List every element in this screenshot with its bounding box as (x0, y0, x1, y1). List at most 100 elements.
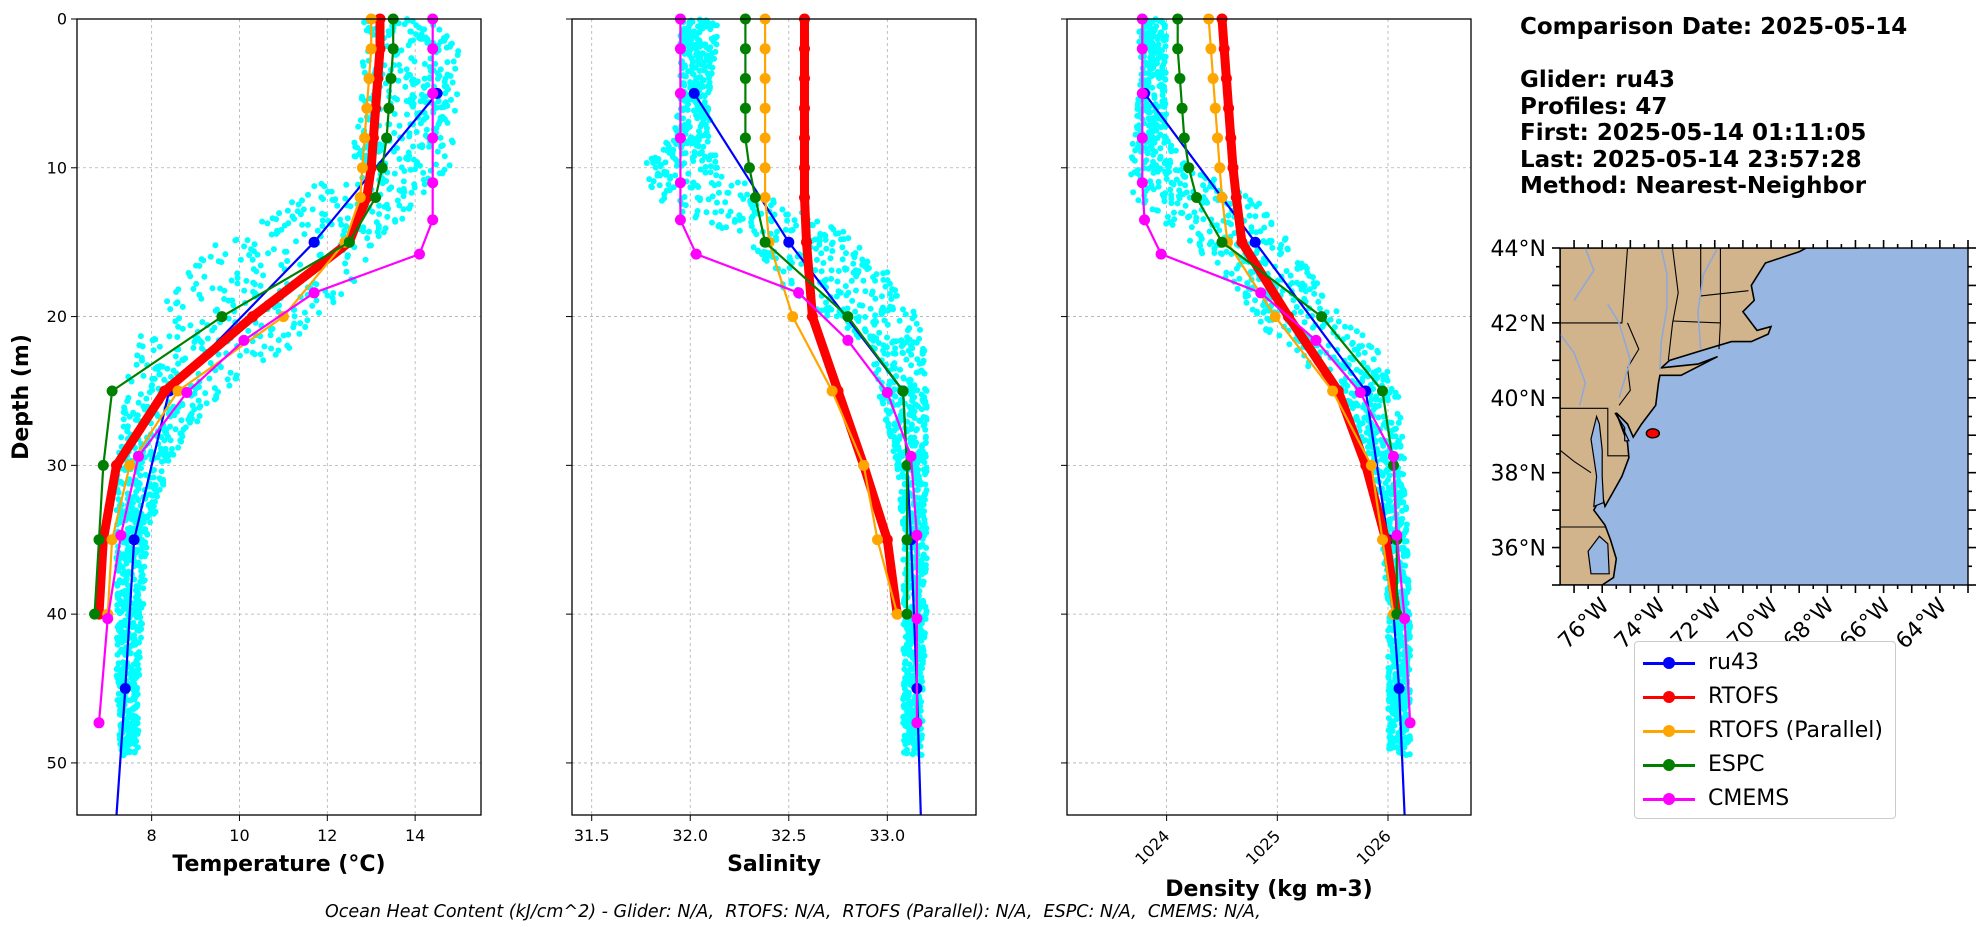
glider-point (694, 53, 701, 60)
glider-point (732, 216, 738, 223)
glider-point (369, 208, 376, 215)
series-marker-espc (743, 162, 755, 174)
glider-point (1368, 396, 1375, 403)
glider-point (870, 319, 877, 326)
glider-point (707, 169, 714, 176)
glider-point (1148, 39, 1155, 46)
glider-point (890, 448, 897, 455)
series-marker-rtofs (159, 385, 171, 397)
glider-point (818, 268, 825, 275)
glider-point (879, 293, 885, 300)
glider-point (1214, 259, 1221, 266)
glider-point (135, 399, 142, 406)
glider-point (904, 720, 911, 727)
glider-point (784, 211, 791, 218)
glider-point (114, 602, 121, 608)
glider-point (285, 331, 292, 338)
map-border (1560, 248, 1629, 324)
glider-point (289, 213, 296, 220)
map-border (1560, 407, 1629, 457)
glider-point (304, 221, 311, 228)
glider-point (646, 176, 653, 183)
glider-point (919, 555, 926, 562)
y-tick-label: 0 (57, 10, 67, 29)
glider-point (902, 311, 909, 318)
series-marker-ru43 (783, 236, 795, 248)
series-marker-espc (1174, 73, 1186, 84)
glider-point (144, 531, 151, 538)
glider-point (126, 514, 133, 521)
glider-point (405, 205, 412, 212)
glider-point (723, 224, 730, 231)
glider-point (233, 236, 240, 243)
glider-point (713, 172, 720, 179)
glider-point (398, 47, 405, 54)
glider-point (1234, 285, 1241, 292)
y-axis-label: Depth (m) (9, 334, 34, 460)
series-marker-rtofs-parallel (759, 162, 771, 174)
glider-point (251, 241, 258, 248)
glider-point (338, 221, 345, 228)
legend-label-rtofs: RTOFS (1708, 684, 1779, 709)
glider-point (1174, 200, 1181, 207)
glider-point (1374, 347, 1381, 354)
axes-frame (76, 18, 482, 816)
glider-point (876, 329, 883, 336)
glider-point (407, 166, 414, 173)
glider-point (1157, 155, 1163, 162)
glider-point (898, 337, 905, 344)
glider-point (880, 342, 887, 349)
glider-point (436, 72, 443, 79)
glider-point (875, 340, 882, 346)
series-marker-espc (387, 43, 399, 55)
glider-point (413, 79, 419, 86)
glider-point (1380, 375, 1387, 382)
glider-point (798, 261, 805, 267)
glider-point (1211, 250, 1218, 256)
glider-point (391, 148, 397, 155)
series-marker-ru43 (128, 534, 140, 546)
glider-point (833, 293, 840, 300)
glider-point (168, 373, 174, 380)
glider-point (900, 450, 907, 457)
glider-point (203, 400, 210, 407)
glider-point (900, 306, 906, 313)
glider-point (913, 320, 920, 327)
glider-point (713, 41, 720, 48)
glider-point (397, 67, 404, 74)
glider-point (887, 428, 894, 435)
glider-point (1310, 280, 1317, 286)
glider-point (818, 250, 825, 257)
glider-point (922, 386, 928, 392)
glider-point (364, 235, 371, 242)
glider-point (1391, 711, 1398, 718)
series-marker-rtofs (1230, 192, 1242, 203)
glider-point (905, 675, 912, 682)
glider-point (1335, 318, 1342, 325)
glider-point (886, 280, 893, 287)
glider-point (158, 468, 165, 475)
glider-point (918, 578, 924, 585)
glider-point (1146, 129, 1152, 136)
glider-point (411, 94, 417, 101)
axes-frame (571, 18, 977, 816)
glider-point (920, 466, 927, 473)
glider-point (1268, 237, 1275, 244)
series-marker-rtofs-parallel (759, 192, 771, 203)
glider-point (139, 542, 146, 549)
glider-point (222, 251, 229, 258)
glider-point (449, 79, 456, 86)
glider-point (898, 488, 905, 495)
glider-point (822, 306, 829, 313)
glider-point (454, 52, 461, 58)
glider-point (1154, 56, 1161, 63)
glider-point (840, 228, 847, 235)
glider-point (376, 211, 383, 217)
glider-point (261, 343, 268, 350)
glider-point (838, 236, 844, 243)
glider-point (829, 248, 836, 254)
x-tick-label: 31.5 (574, 826, 610, 845)
glider-point (1161, 24, 1168, 31)
glider-point (124, 424, 131, 431)
glider-point (661, 195, 668, 202)
